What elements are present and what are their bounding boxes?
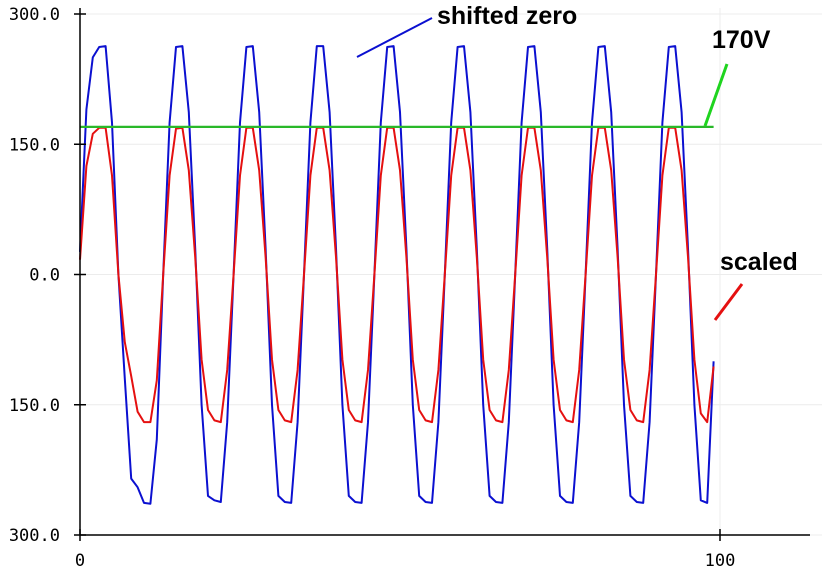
axis-ticks: 300.0 150.0 0.0 150.0 300.0 0 100 xyxy=(9,5,736,571)
y-tick-label-2: 0.0 xyxy=(29,266,60,286)
axes xyxy=(79,8,810,536)
x-tick-label-0: 0 xyxy=(75,551,85,571)
y-tick-label-0: 300.0 xyxy=(9,5,60,25)
grid-lines xyxy=(79,8,822,536)
shifted-zero-annotation: shifted zero xyxy=(437,2,577,30)
threshold-leader xyxy=(703,63,729,127)
y-tick-label-3: 150.0 xyxy=(9,396,60,416)
scaled-leader xyxy=(713,283,744,321)
shifted-zero-leader xyxy=(356,17,433,58)
y-tick-label-1: 150.0 xyxy=(9,135,60,155)
series-line-shifted xyxy=(79,45,715,505)
scaled-annotation: scaled xyxy=(720,248,798,276)
x-tick-label-1: 100 xyxy=(705,551,736,571)
y-tick-label-4: 300.0 xyxy=(9,526,60,546)
series-line-scaled xyxy=(79,126,715,424)
threshold-annotation: 170V xyxy=(712,26,771,54)
plot-series xyxy=(79,45,715,505)
annotations: shifted zero 170V scaled xyxy=(356,2,798,321)
